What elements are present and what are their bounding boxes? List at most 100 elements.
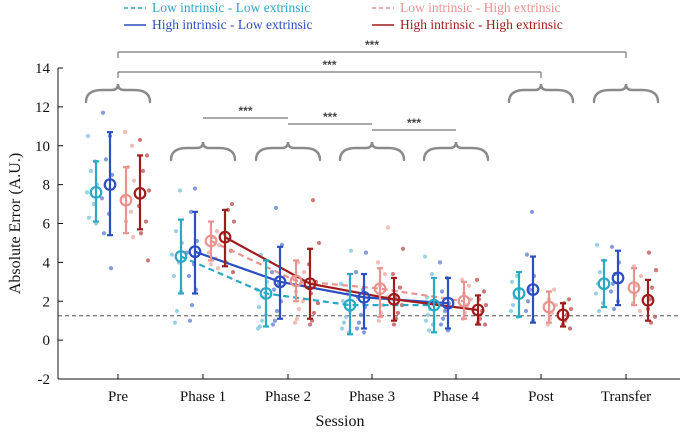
significance-brace [84, 83, 152, 104]
mean-marker-high_high [387, 292, 401, 306]
mean-marker-low_low [174, 250, 188, 263]
data-point-low_low [594, 242, 600, 247]
data-point-low_low [339, 326, 345, 331]
data-point-high_low [354, 326, 360, 331]
data-point-low_low [171, 273, 177, 279]
y-tick-label: 2 [43, 294, 51, 310]
data-point-low_high [376, 318, 382, 323]
y-tick-label: -2 [38, 372, 51, 388]
significance-brace [592, 83, 660, 104]
data-point-low_low [169, 252, 175, 257]
data-point-low_low [173, 229, 179, 234]
mean-marker-high_high [218, 230, 232, 244]
data-point-high_low [437, 260, 443, 265]
data-point-high_high [231, 219, 237, 224]
data-point-low_high [296, 306, 302, 312]
data-point-low_low [423, 318, 429, 323]
data-point-high_high [481, 289, 487, 294]
data-point-low_high [385, 225, 391, 230]
data-point-high_low [363, 250, 369, 255]
mean-marker-high_high [641, 293, 655, 307]
data-point-high_high [230, 269, 236, 275]
data-point-low_low [597, 269, 603, 275]
data-point-low_low [508, 308, 514, 314]
data-point-high_high [391, 322, 397, 327]
data-point-high_low [269, 269, 275, 275]
data-point-high_high [400, 246, 406, 251]
x-tick-label: Pre [108, 389, 128, 405]
data-point-high_low [611, 306, 617, 312]
data-point-high_low [525, 299, 531, 304]
data-point-low_low [343, 314, 349, 319]
data-point-high_low [358, 312, 364, 317]
legend-label-high_high: High intrinsic - High extrinsic [400, 17, 563, 32]
data-point-low_high [128, 209, 134, 214]
data-point-low_high [129, 143, 135, 148]
data-point-low_low [174, 308, 180, 314]
x-axis-label: Session [316, 413, 365, 430]
y-tick-label: 12 [35, 100, 50, 116]
data-point-low_low [429, 271, 435, 277]
y-tick-label: 10 [35, 139, 50, 155]
data-point-low_low [509, 279, 515, 284]
significance-label: *** [322, 58, 336, 72]
mean-marker-low_high [457, 294, 471, 308]
data-point-high_low [272, 318, 278, 323]
data-point-low_high [292, 320, 298, 325]
data-point-high_high [652, 314, 658, 319]
data-point-high_high [140, 168, 146, 174]
data-point-high_high [307, 322, 313, 327]
data-point-high_low [608, 289, 614, 294]
data-point-low_high [122, 130, 128, 135]
mean-marker-low_high [373, 282, 387, 296]
data-point-high_low [99, 196, 105, 201]
data-point-high_low [356, 320, 362, 325]
data-point-low_low [426, 328, 432, 333]
data-point-low_high [301, 269, 307, 275]
data-point-low_low [259, 318, 265, 323]
data-point-high_high [143, 219, 149, 224]
significance-brace [169, 141, 237, 162]
data-point-high_low [353, 269, 359, 275]
data-point-low_low [510, 303, 516, 308]
data-point-high_low [609, 244, 615, 249]
data-point-low_low [255, 326, 261, 331]
x-tick-label: Phase 4 [433, 389, 480, 405]
data-point-low_low [86, 215, 92, 220]
data-point-high_low [186, 273, 192, 279]
data-point-low_high [214, 229, 220, 234]
data-point-low_high [466, 283, 472, 288]
data-point-high_low [529, 209, 535, 214]
data-point-high_low [271, 287, 277, 292]
data-point-high_high [649, 285, 655, 290]
mean-marker-high_low [611, 271, 625, 285]
data-point-high_low [527, 287, 533, 292]
mean-marker-high_high [471, 303, 485, 317]
data-point-high_high [316, 240, 322, 246]
data-point-high_high [310, 198, 316, 203]
data-point-low_low [425, 312, 431, 317]
data-point-high_low [361, 330, 367, 335]
data-point-low_high [215, 266, 221, 271]
data-point-low_high [131, 178, 137, 183]
data-point-low_high [300, 299, 306, 304]
data-point-high_low [103, 157, 109, 162]
legend-label-high_low: High intrinsic - Low extrinsic [152, 17, 312, 32]
data-point-low_high [637, 308, 643, 314]
x-tick-label: Phase 3 [349, 389, 395, 405]
data-point-high_low [189, 303, 195, 308]
x-tick-label: Phase 2 [265, 389, 311, 405]
data-point-high_high [315, 301, 321, 306]
data-point-high_high [138, 231, 144, 236]
data-point-high_low [192, 186, 198, 191]
data-point-high_high [144, 153, 150, 158]
data-point-high_high [146, 188, 152, 193]
data-point-low_low [256, 304, 262, 310]
significance-label: *** [238, 104, 252, 118]
data-point-low_low [85, 133, 91, 139]
data-point-high_low [442, 308, 448, 314]
mean-marker-low_high [119, 193, 133, 207]
x-tick-label: Post [528, 389, 555, 405]
mean-marker-low_low [427, 298, 441, 312]
data-point-low_low [88, 168, 94, 174]
